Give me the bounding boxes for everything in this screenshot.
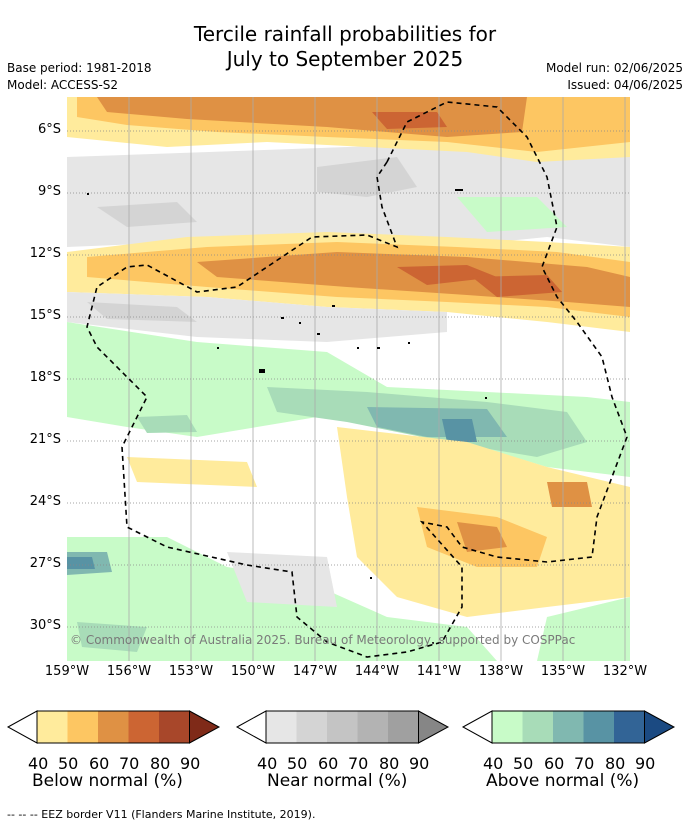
colorbar-swatch (98, 711, 129, 743)
lat-label-6s: 6°S (37, 122, 61, 137)
above-normal-region (137, 415, 197, 433)
map-title: Tercile rainfall probabilities for July … (0, 22, 690, 72)
above-normal-region (442, 419, 477, 442)
lon-label-144w: 144°W (354, 664, 400, 679)
lon-label-153w: 153°W (168, 664, 214, 679)
cb-below-tick-70: 70 (119, 754, 140, 773)
lat-label-12s: 12°S (29, 246, 61, 261)
cb-near-tick-50: 50 (287, 754, 308, 773)
colorbar-swatch (37, 711, 68, 743)
lat-label-18s: 18°S (29, 370, 61, 385)
cb-below-tick-40: 40 (28, 754, 49, 773)
colorbar-swatch (388, 711, 419, 743)
colorbar-swatch (266, 711, 297, 743)
colorbar-swatch (296, 711, 327, 743)
lon-label-159w: 159°W (44, 664, 90, 679)
cb-near-tick-60: 60 (318, 754, 339, 773)
colorbar-swatch (492, 711, 523, 743)
near-normal-region (97, 202, 197, 227)
cb-near-tick-40: 40 (257, 754, 278, 773)
near-normal-region (317, 157, 417, 197)
cb-below-tick-90: 90 (180, 754, 201, 773)
above-normal-region (67, 557, 95, 569)
below-normal-region (472, 275, 562, 297)
lon-label-141w: 141°W (416, 664, 462, 679)
model-run: Model run: 02/06/2025 (545, 61, 683, 75)
eez-footnote: -- -- -- EEZ border V11 (Flanders Marine… (7, 808, 316, 821)
colorbar-swatch (553, 711, 584, 743)
lat-label-15s: 15°S (29, 308, 61, 323)
cb-below-tick-60: 60 (89, 754, 110, 773)
below-normal-region (457, 522, 507, 552)
issued-date: Issued: 04/06/2025 (567, 78, 683, 92)
islands (87, 189, 487, 644)
cb-near-title: Near normal (%) (267, 771, 408, 791)
base-period: Base period: 1981-2018 (7, 61, 152, 75)
meta-left: Base period: 1981-2018 Model: ACCESS-S2 (7, 60, 152, 94)
meridians (128, 97, 626, 661)
lon-label-156w: 156°W (106, 664, 152, 679)
above-normal-region (77, 622, 147, 652)
cb-above-tick-40: 40 (483, 754, 504, 773)
probability-map (67, 97, 630, 661)
above-normal-region (457, 197, 567, 232)
colorbar-swatch (357, 711, 388, 743)
colorbar-swatch (614, 711, 645, 743)
colorbar-swatch (67, 711, 98, 743)
lon-label-150w: 150°W (230, 664, 276, 679)
graticule (67, 130, 630, 628)
lat-label-24s: 24°S (29, 494, 61, 509)
near-normal-region (227, 552, 337, 607)
map-title-line2: July to September 2025 (226, 47, 464, 71)
copyright-text: © Commonwealth of Australia 2025. Bureau… (70, 633, 576, 647)
map-title-line1: Tercile rainfall probabilities for (193, 22, 497, 46)
cb-near-tick-90: 90 (409, 754, 430, 773)
above-normal-region (537, 597, 630, 661)
lon-label-135w: 135°W (540, 664, 586, 679)
lat-label-9s: 9°S (37, 184, 61, 199)
colorbar-below-normal (6, 710, 221, 744)
colorbar-near-normal (235, 710, 450, 744)
cb-above-title: Above normal (%) (486, 771, 640, 791)
lat-label-21s: 21°S (29, 432, 61, 447)
lat-label-30s: 30°S (29, 618, 61, 633)
meta-right: Model run: 02/06/2025 Issued: 04/06/2025 (546, 60, 683, 94)
below-normal-region (397, 265, 497, 285)
colorbar-above-normal (461, 710, 676, 744)
colorbar-swatch (159, 711, 190, 743)
colorbar-swatch (327, 711, 358, 743)
below-normal-region (547, 482, 592, 507)
cb-above-tick-80: 80 (605, 754, 626, 773)
model-name: Model: ACCESS-S2 (7, 78, 119, 92)
colorbar-swatch (189, 710, 221, 744)
lat-label-27s: 27°S (29, 556, 61, 571)
cb-below-tick-50: 50 (58, 754, 79, 773)
cb-above-tick-90: 90 (635, 754, 656, 773)
colorbar-swatch (522, 711, 553, 743)
cb-above-tick-50: 50 (513, 754, 534, 773)
below-normal-region (127, 457, 257, 487)
colorbars (6, 710, 676, 744)
colorbar-swatch (128, 711, 159, 743)
cb-below-tick-80: 80 (150, 754, 171, 773)
cb-near-tick-70: 70 (348, 754, 369, 773)
lon-label-138w: 138°W (478, 664, 524, 679)
lon-label-132w: 132°W (602, 664, 648, 679)
cb-below-title: Below normal (%) (32, 771, 183, 791)
colorbar-swatch (644, 710, 676, 744)
cb-near-tick-80: 80 (379, 754, 400, 773)
colorbar-swatch (583, 711, 614, 743)
lon-label-147w: 147°W (292, 664, 338, 679)
colorbar-swatch (418, 710, 450, 744)
cb-above-tick-70: 70 (574, 754, 595, 773)
cb-above-tick-60: 60 (544, 754, 565, 773)
